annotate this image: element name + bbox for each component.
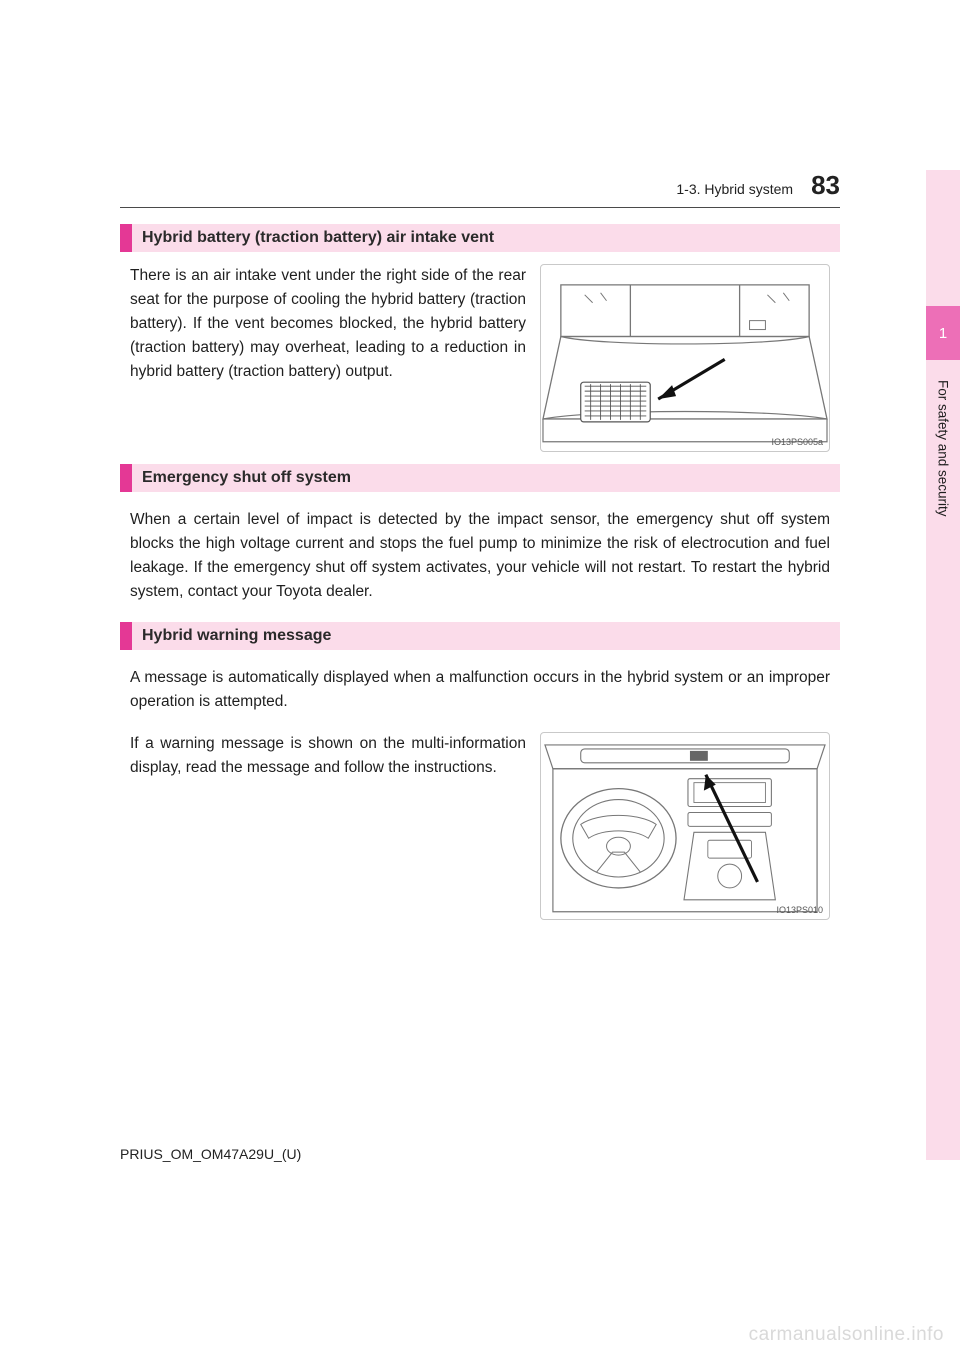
heading-label: Hybrid warning message [132,622,840,650]
pointer-arrow-icon [704,775,758,882]
body-text: There is an air intake vent under the ri… [130,264,526,452]
heading-label: Hybrid battery (traction battery) air in… [132,224,840,252]
section-body-air-intake: There is an air intake vent under the ri… [120,264,840,452]
heading-accent-bar [120,622,132,650]
section-body-emergency: When a certain level of impact is detect… [120,504,840,612]
heading-label: Emergency shut off system [132,464,840,492]
dashboard-display-illustration [541,733,829,920]
side-tab-chapter-number: 1 [926,306,960,360]
side-tab-chapter-label: For safety and security [926,376,960,596]
pointer-arrow-icon [658,359,725,399]
document-id: PRIUS_OM_OM47A29U_(U) [120,1146,301,1162]
body-text: If a warning message is shown on the mul… [130,732,526,920]
breadcrumb: 1-3. Hybrid system [676,181,793,197]
figure-air-intake: IO13PS005a [540,264,830,452]
figure-dashboard: IO13PS010 [540,732,830,920]
watermark: carmanualsonline.info [749,1324,944,1346]
page-header: 1-3. Hybrid system 83 [120,170,840,208]
section-heading-air-intake: Hybrid battery (traction battery) air in… [120,224,840,252]
figure-id: IO13PS010 [776,905,823,915]
page-number: 83 [811,170,840,201]
heading-accent-bar [120,224,132,252]
section-body-warning: If a warning message is shown on the mul… [120,732,840,920]
section-heading-warning: Hybrid warning message [120,622,840,650]
section-body-warning-intro: A message is automatically displayed whe… [120,662,840,722]
page-content: 1-3. Hybrid system 83 Hybrid battery (tr… [120,170,840,932]
heading-accent-bar [120,464,132,492]
rear-seat-vent-illustration [541,265,829,452]
figure-id: IO13PS005a [771,437,823,447]
section-heading-emergency: Emergency shut off system [120,464,840,492]
